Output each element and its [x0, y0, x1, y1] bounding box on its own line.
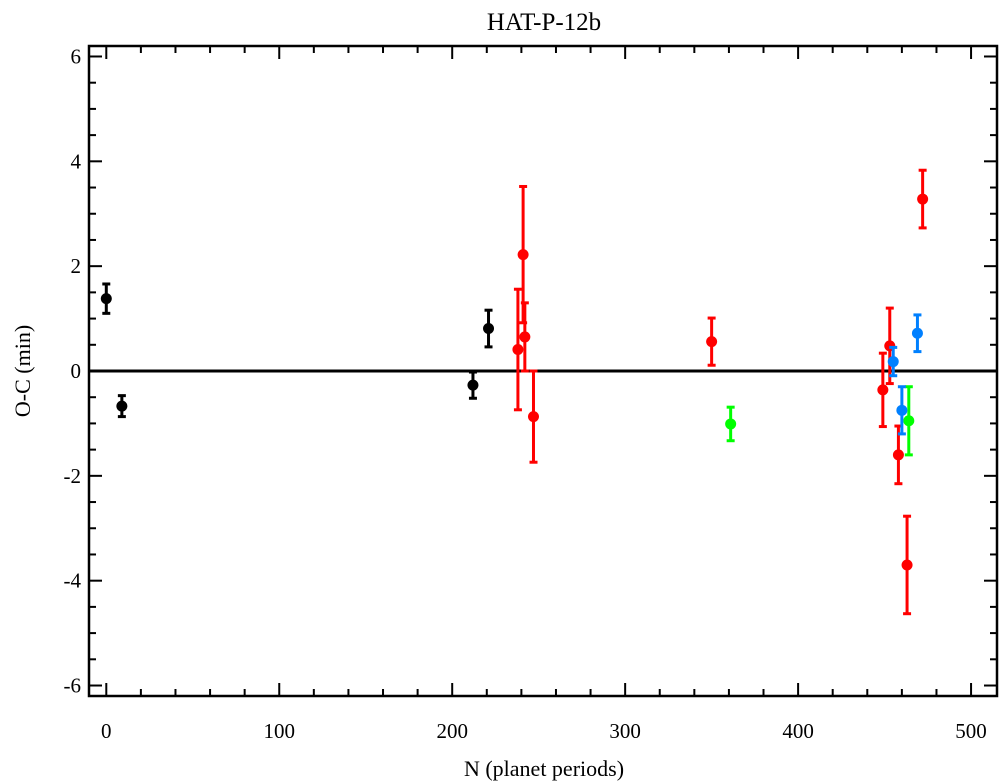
y-tick-label: 6: [71, 44, 82, 68]
chart-title: HAT-P-12b: [487, 9, 601, 36]
y-tick-label: -4: [64, 569, 82, 593]
point-marker: [725, 418, 737, 430]
x-tick-label: 0: [101, 719, 112, 743]
data-points: [100, 168, 929, 616]
data-point: [887, 345, 899, 378]
x-tick-label: 200: [436, 719, 468, 743]
y-tick-label: 2: [71, 254, 82, 278]
point-marker: [887, 356, 899, 368]
data-point: [917, 168, 929, 230]
data-point: [903, 385, 915, 457]
point-marker: [512, 344, 524, 356]
point-marker: [483, 323, 495, 335]
data-point: [706, 316, 718, 367]
data-point: [725, 405, 737, 443]
point-marker: [896, 404, 908, 416]
x-tick-label: 300: [609, 719, 641, 743]
point-marker: [100, 293, 112, 305]
point-marker: [527, 411, 539, 423]
data-point: [512, 287, 524, 412]
plot-frame: [87, 44, 999, 698]
data-point: [116, 394, 128, 419]
data-point: [483, 308, 495, 349]
y-tick-label: -2: [64, 464, 82, 488]
data-point: [519, 301, 531, 373]
point-marker: [903, 415, 915, 427]
point-marker: [911, 327, 923, 339]
data-point: [467, 370, 479, 400]
x-tick-label: 400: [782, 719, 814, 743]
data-point: [896, 385, 908, 436]
x-tick-label: 500: [955, 719, 987, 743]
point-marker: [517, 249, 529, 261]
x-tick-label: 100: [263, 719, 295, 743]
point-marker: [901, 559, 913, 571]
y-tick-label: 4: [71, 149, 82, 173]
y-tick-label: 0: [71, 359, 82, 383]
point-marker: [892, 449, 904, 461]
y-axis-label: O-C (min): [10, 325, 35, 417]
data-point: [877, 351, 889, 429]
y-tick-label: -6: [64, 674, 82, 698]
tick-labels: 0 100 200 300 400 500 -6 -4 -2 0 2 4 6: [64, 44, 987, 743]
data-point: [527, 369, 539, 464]
point-marker: [116, 400, 128, 412]
data-point: [892, 424, 904, 486]
data-point: [901, 514, 913, 616]
data-point: [100, 282, 112, 315]
point-marker: [706, 336, 718, 348]
x-axis-label: N (planet periods): [464, 756, 624, 781]
point-marker: [519, 331, 531, 343]
data-point: [911, 313, 923, 354]
point-marker: [467, 379, 479, 391]
point-marker: [877, 384, 889, 396]
point-marker: [917, 193, 929, 205]
